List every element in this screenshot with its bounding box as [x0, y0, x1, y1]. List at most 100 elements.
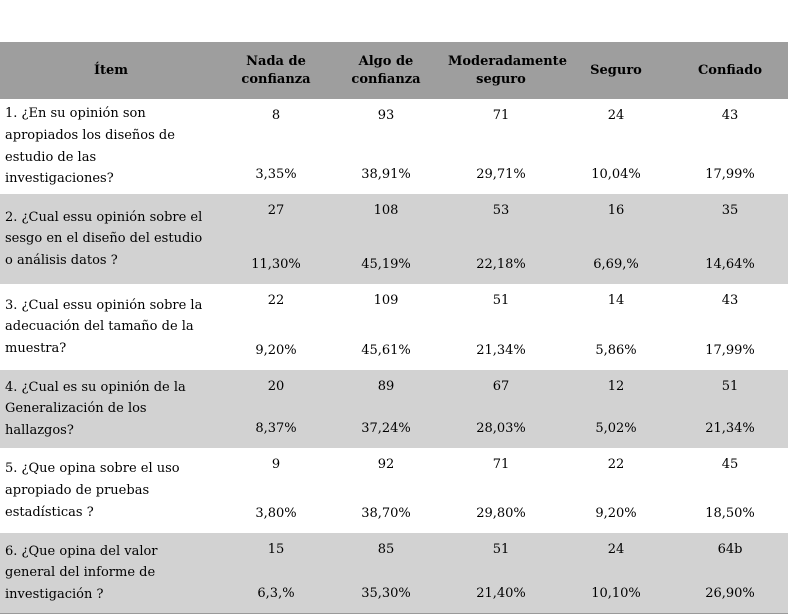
percent-value: 9,20% — [255, 343, 297, 359]
header-cell-item: Ítem — [0, 42, 222, 99]
percent-value: 26,90% — [705, 586, 755, 602]
table-header-row: Ítem Nada de confianza Algo de confianza… — [0, 42, 788, 99]
count-value: 22 — [607, 457, 625, 473]
header-cell-confiado: Confiado — [672, 42, 788, 99]
count-value: 9 — [271, 457, 281, 473]
percent-value: 38,70% — [361, 506, 411, 522]
count-percent-cell: 64b 26,90% — [672, 533, 788, 614]
count-percent-cell: 67 28,03% — [442, 370, 560, 448]
count-percent-cell: 22 9,20% — [560, 448, 672, 533]
document-page: Ítem Nada de confianza Algo de confianza… — [0, 42, 790, 614]
percent-value: 28,03% — [476, 421, 526, 437]
count-percent-cell: 108 45,19% — [330, 194, 442, 284]
count-percent-cell: 15 6,3,% — [222, 533, 330, 614]
count-value: 43 — [721, 293, 739, 309]
count-value: 20 — [267, 379, 285, 395]
table-row: 1. ¿En su opinión son apropiados los dis… — [0, 99, 788, 195]
count-value: 35 — [721, 203, 739, 219]
percent-value: 3,80% — [255, 506, 297, 522]
percent-value: 21,34% — [476, 343, 526, 359]
percent-value: 18,50% — [705, 506, 755, 522]
percent-value: 9,20% — [595, 506, 637, 522]
count-percent-cell: 109 45,61% — [330, 284, 442, 370]
count-percent-cell: 24 10,10% — [560, 533, 672, 614]
count-percent-cell: 27 11,30% — [222, 194, 330, 284]
percent-value: 8,37% — [255, 421, 297, 437]
count-value: 64b — [717, 542, 743, 558]
percent-value: 6,3,% — [257, 586, 295, 602]
count-percent-cell: 51 21,34% — [672, 370, 788, 448]
count-value: 109 — [373, 293, 399, 309]
count-percent-cell: 51 21,40% — [442, 533, 560, 614]
count-percent-cell: 43 17,99% — [672, 99, 788, 194]
percent-value: 5,02% — [595, 421, 637, 437]
item-question: 5. ¿Que opina sobre el uso apropiado de … — [5, 461, 180, 520]
percent-value: 45,61% — [361, 343, 411, 359]
count-percent-cell: 45 18,50% — [672, 448, 788, 533]
count-percent-cell: 53 22,18% — [442, 194, 560, 284]
item-question: 2. ¿Cual essu opinión sobre el sesgo en … — [5, 209, 203, 269]
count-percent-cell: 14 5,86% — [560, 284, 672, 370]
count-value: 15 — [267, 542, 285, 558]
count-value: 108 — [373, 203, 399, 219]
count-value: 71 — [492, 108, 510, 123]
percent-value: 17,99% — [705, 343, 755, 359]
count-percent-cell: 93 38,91% — [330, 99, 442, 194]
item-question: 6. ¿Que opina del valor general del info… — [5, 543, 158, 603]
item-question: 4. ¿Cual es su opinión de la Generalizac… — [5, 379, 186, 439]
percent-value: 17,99% — [705, 167, 755, 183]
count-percent-cell: 22 9,20% — [222, 284, 330, 370]
count-percent-cell: 71 29,80% — [442, 448, 560, 533]
count-percent-cell: 16 6,69,% — [560, 194, 672, 284]
count-value: 22 — [267, 293, 285, 309]
count-value: 27 — [267, 203, 285, 219]
item-question: 1. ¿En su opinión son apropiados los dis… — [5, 106, 175, 187]
count-value: 12 — [607, 379, 625, 395]
count-percent-cell: 92 38,70% — [330, 448, 442, 533]
count-percent-cell: 9 3,80% — [222, 448, 330, 533]
count-value: 14 — [607, 293, 625, 309]
percent-value: 38,91% — [361, 167, 411, 183]
count-value: 92 — [377, 457, 395, 473]
count-value: 71 — [492, 457, 510, 473]
table-row: 5. ¿Que opina sobre el uso apropiado de … — [0, 448, 788, 534]
table-row: 2. ¿Cual essu opinión sobre el sesgo en … — [0, 194, 788, 285]
count-percent-cell: 71 29,71% — [442, 99, 560, 194]
percent-value: 11,30% — [251, 257, 301, 273]
percent-value: 21,34% — [705, 421, 755, 437]
count-percent-cell: 12 5,02% — [560, 370, 672, 448]
count-value: 24 — [607, 108, 625, 123]
header-cell-algo-de-confianza: Algo de confianza — [330, 42, 442, 99]
table-row: 4. ¿Cual es su opinión de la Generalizac… — [0, 370, 788, 449]
percent-value: 22,18% — [476, 257, 526, 273]
header-cell-nada-de-confianza: Nada de confianza — [222, 42, 330, 99]
item-question: 3. ¿Cual essu opinión sobre la adecuació… — [5, 297, 203, 357]
percent-value: 29,80% — [476, 506, 526, 522]
count-percent-cell: 8 3,35% — [222, 99, 330, 194]
count-value: 85 — [377, 542, 395, 558]
percent-value: 21,40% — [476, 586, 526, 602]
count-percent-cell: 24 10,04% — [560, 99, 672, 194]
header-cell-seguro: Seguro — [560, 42, 672, 99]
count-value: 43 — [721, 108, 739, 123]
count-percent-cell: 43 17,99% — [672, 284, 788, 370]
count-percent-cell: 85 35,30% — [330, 533, 442, 614]
percent-value: 10,04% — [591, 167, 641, 183]
count-value: 93 — [377, 108, 395, 123]
header-cell-moderadamente-seguro: Moderadamente seguro — [442, 42, 567, 99]
count-value: 16 — [607, 203, 625, 219]
count-value: 51 — [492, 542, 510, 558]
count-value: 67 — [492, 379, 510, 395]
table-row: 6. ¿Que opina del valor general del info… — [0, 533, 788, 614]
count-percent-cell: 51 21,34% — [442, 284, 560, 370]
count-percent-cell: 35 14,64% — [672, 194, 788, 284]
percent-value: 14,64% — [705, 257, 755, 273]
count-value: 8 — [271, 108, 281, 123]
percent-value: 10,10% — [591, 586, 641, 602]
table-row: 3. ¿Cual essu opinión sobre la adecuació… — [0, 284, 788, 371]
percent-value: 3,35% — [255, 167, 297, 183]
percent-value: 37,24% — [361, 421, 411, 437]
percent-value: 45,19% — [361, 257, 411, 273]
count-value: 89 — [377, 379, 395, 395]
count-percent-cell: 89 37,24% — [330, 370, 442, 448]
